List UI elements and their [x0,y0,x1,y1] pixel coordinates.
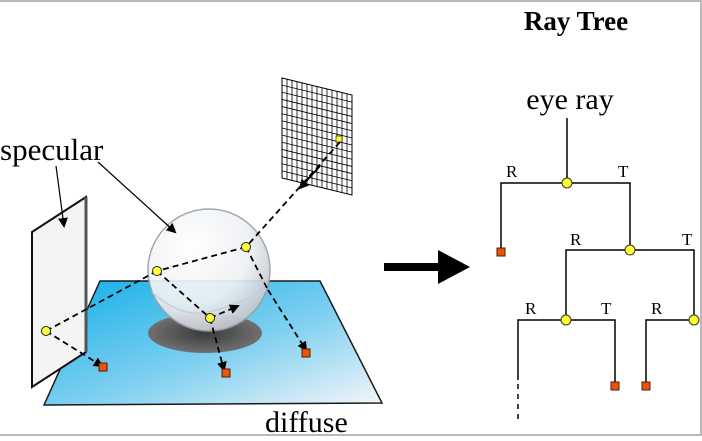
sphere-bottom-refraction [151,289,267,314]
diagram-title: Ray Tree [524,6,628,36]
eye-ray-line [245,141,341,248]
edge-label-r1: R [506,162,518,181]
specular-label: specular [0,132,104,167]
hit-point-sphere-top [241,242,251,252]
tree-level3-right [566,319,616,385]
edge-label-r2: R [570,230,582,249]
inner-ray-up [209,304,240,319]
ray-paths [45,141,341,372]
tree-leaf-t3 [610,381,620,391]
tree-node-r2 [560,314,572,326]
hit-point-sphere-left [152,266,162,276]
tree-level2-left [565,249,630,320]
edge-label-t3: T [601,299,612,318]
light-samples [98,348,311,378]
tree-node-root [561,177,573,189]
tree-leaf-r4 [641,381,651,391]
sample-square-center [221,368,231,378]
tree-node-t1 [624,244,636,256]
sample-square-mirror [98,362,108,372]
refract-ray-to-left [156,246,247,272]
tree-leaf-r1 [496,247,506,257]
tree-level1-right [567,182,631,250]
tree-level3b-left [645,319,694,385]
hit-point-mirror [41,326,51,336]
tree-level2-right [630,249,695,320]
edge-label-r3: R [525,299,537,318]
reflect-ray-to-floor [245,246,269,291]
tree-level3-left [517,319,566,380]
edge-label-t1: T [618,162,629,181]
inner-ray-down [209,317,227,372]
specular-leader-to-sphere [97,161,177,234]
glass-sphere-icon [147,208,271,332]
hit-points [41,242,251,336]
hit-point-sphere-inner [205,313,215,323]
tree-leaves [496,247,651,391]
tree-node-t2 [688,314,700,326]
right-arrow-icon [384,250,470,284]
edge-label-r4: R [651,299,663,318]
specular-leader-to-mirror [55,165,68,228]
eye-ray-arrow [298,165,321,190]
tree-nodes [560,177,700,326]
inner-ray [156,270,211,319]
image-plane-grid-icon [281,77,353,196]
tree-edge-labels: R T R T R T R [506,162,693,318]
floor-ray-right [267,289,308,352]
eye-ray-label: eye ray [526,83,613,116]
edge-label-t2: T [682,230,693,249]
mirror-ray-down [45,330,104,368]
sample-square-right [301,348,311,358]
diffuse-label: diffuse [265,406,348,436]
tree-level1-left [500,182,567,250]
ray-tree-edges [500,118,695,385]
highlighted-pixel [335,135,343,143]
ray-to-mirror [45,270,158,332]
